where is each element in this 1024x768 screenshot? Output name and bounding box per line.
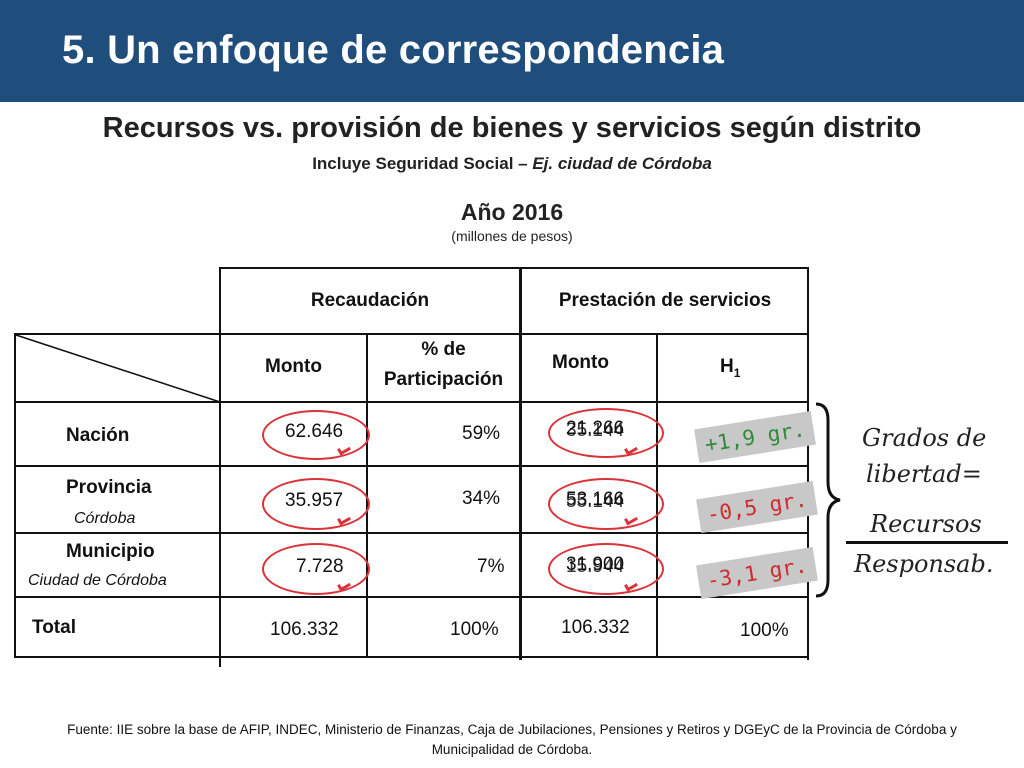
rec-pct-provincia: 34% (462, 488, 501, 509)
tag-nacion: +1,9 gr. (694, 410, 816, 464)
tag-provincia: -0,5 gr. (696, 480, 818, 534)
annotation-line2: libertad= (866, 460, 982, 488)
rec-pct-total: 100% (450, 619, 499, 640)
year-label: Año 2016 (460, 199, 564, 225)
col-monto: Monto (265, 356, 322, 377)
row-name-total: Total (32, 617, 76, 638)
row-sub-provincia: Córdoba (74, 510, 136, 527)
curly-brace (815, 402, 841, 598)
circle-rec-municipio (262, 543, 370, 595)
annotation-denominator: Responsab. (854, 550, 994, 578)
group-prestacion: Prestación de servicios (558, 290, 772, 311)
rec-pct-municipio: 7% (477, 556, 505, 577)
tag-municipio-text: -3,1 gr. (705, 553, 809, 593)
col-pct-line1: % de (421, 339, 466, 360)
subnote: Incluye Seguridad Social – Ej. ciudad de… (0, 154, 1024, 174)
group-recaudacion: Recaudación (310, 290, 430, 311)
circle-rec-provincia (262, 478, 370, 530)
row-sub-municipio: Ciudad de Córdoba (28, 572, 167, 589)
pres-monto-total: 106.332 (561, 617, 630, 638)
units-label: (millones de pesos) (451, 228, 573, 244)
tag-municipio: -3,1 gr. (696, 546, 818, 600)
col-pct-line2: Participación (383, 369, 504, 390)
subnote-lead: Incluye Seguridad Social – (312, 154, 533, 173)
col-h-letter: H (720, 356, 734, 377)
annotation-numerator: Recursos (870, 510, 982, 538)
tag-provincia-text: -0,5 gr. (705, 487, 809, 527)
circle-rec-nacion (262, 410, 370, 460)
circle-pres-municipio (548, 543, 664, 595)
slide-title: 5. Un enfoque de correspondencia (62, 28, 725, 72)
annotation-line1: Grados de (862, 424, 987, 452)
col-h: H1 (720, 356, 740, 380)
row-name-provincia: Provincia (66, 477, 152, 498)
header-bar: 5. Un enfoque de correspondencia (0, 0, 1024, 102)
diagonal-slash (15, 334, 221, 403)
rec-pct-nacion: 59% (462, 423, 501, 444)
chart-subtitle: Recursos vs. provisión de bienes y servi… (102, 112, 922, 144)
subnote-italic: Ej. ciudad de Córdoba (532, 154, 712, 173)
row-name-nacion: Nación (66, 425, 130, 446)
col-monto2: Monto (552, 352, 609, 373)
fraction-bar (846, 541, 1008, 544)
circle-pres-provincia (548, 478, 664, 530)
pres-pct-total: 100% (740, 620, 789, 641)
footer-source: Fuente: IIE sobre la base de AFIP, INDEC… (67, 722, 957, 757)
rec-monto-total: 106.332 (270, 619, 339, 640)
col-h-sub: 1 (733, 365, 741, 380)
row-name-municipio: Municipio (66, 541, 155, 562)
circle-pres-nacion (548, 408, 664, 458)
tag-nacion-text: +1,9 gr. (703, 417, 807, 457)
